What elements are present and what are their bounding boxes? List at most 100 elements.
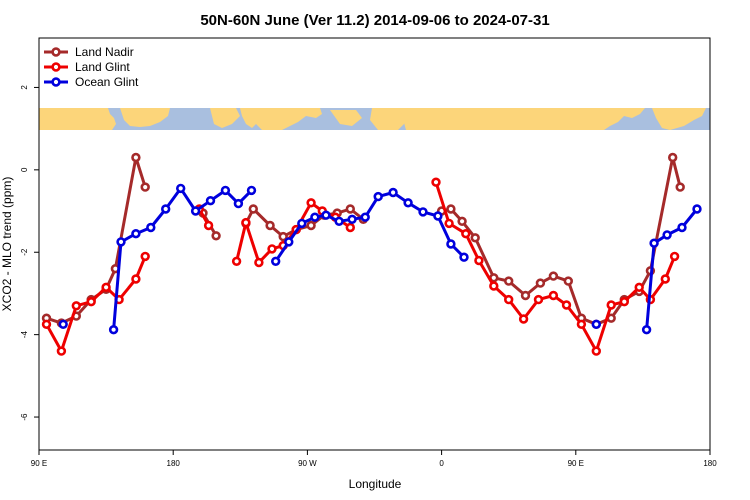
data-point bbox=[265, 220, 275, 231]
series-land-glint bbox=[41, 177, 680, 356]
map-land-eurasia-east bbox=[400, 108, 645, 130]
data-point bbox=[267, 244, 277, 254]
legend-item: Land Glint bbox=[44, 60, 130, 74]
data-point bbox=[634, 282, 644, 292]
series-line bbox=[45, 255, 147, 353]
x-tick-label: 180 bbox=[703, 459, 717, 468]
data-point bbox=[233, 198, 244, 209]
data-point bbox=[176, 183, 186, 194]
y-tick-label: -2 bbox=[20, 248, 29, 256]
data-point bbox=[459, 252, 469, 262]
series-line bbox=[112, 186, 253, 330]
series-layer bbox=[41, 152, 702, 356]
data-point bbox=[140, 251, 150, 262]
y-axis-label: XCO2 - MLO trend (ppm) bbox=[0, 177, 14, 312]
map-land-north-america-west bbox=[210, 108, 240, 128]
data-point bbox=[662, 230, 672, 240]
y-tick-label: 2 bbox=[20, 85, 29, 90]
map-land-east-asia bbox=[120, 108, 170, 127]
data-point bbox=[220, 185, 231, 196]
x-tick-label: 180 bbox=[167, 459, 181, 468]
data-point bbox=[504, 276, 514, 286]
data-point bbox=[489, 281, 499, 291]
series-line bbox=[434, 181, 676, 353]
data-point bbox=[533, 294, 544, 305]
data-point bbox=[667, 152, 678, 163]
data-point bbox=[284, 237, 294, 247]
data-point bbox=[278, 231, 288, 242]
data-point bbox=[131, 274, 141, 284]
data-point bbox=[692, 204, 702, 214]
data-point bbox=[561, 300, 572, 310]
series-ocean-glint bbox=[58, 183, 702, 335]
data-point bbox=[461, 229, 471, 239]
data-point bbox=[504, 294, 514, 305]
data-point bbox=[535, 278, 546, 288]
data-point bbox=[548, 290, 559, 301]
data-point bbox=[446, 204, 456, 214]
data-point bbox=[619, 297, 629, 307]
legend-label: Land Glint bbox=[75, 60, 130, 74]
map-land-eurasia-west bbox=[39, 108, 116, 130]
data-point bbox=[418, 207, 428, 217]
data-point bbox=[548, 271, 559, 281]
data-point bbox=[591, 319, 601, 329]
x-tick-label: 90 W bbox=[298, 459, 317, 468]
map-land-greenland bbox=[330, 110, 362, 126]
data-point bbox=[58, 319, 68, 329]
data-point bbox=[520, 290, 531, 301]
data-point bbox=[373, 191, 383, 202]
data-point bbox=[347, 214, 357, 225]
data-point bbox=[71, 301, 82, 311]
data-point bbox=[576, 319, 587, 329]
data-point bbox=[321, 210, 331, 220]
data-point bbox=[431, 177, 441, 187]
legend-swatch-marker bbox=[51, 47, 61, 57]
data-point bbox=[86, 297, 96, 307]
data-point bbox=[254, 257, 264, 268]
data-point bbox=[345, 204, 355, 214]
data-point bbox=[131, 229, 141, 239]
data-point bbox=[606, 300, 616, 310]
data-point bbox=[360, 212, 370, 222]
data-point bbox=[246, 185, 257, 196]
y-axis: -6 -4 -2 0 2 XCO2 - MLO trend (ppm) bbox=[0, 38, 40, 450]
data-point bbox=[190, 206, 201, 216]
y-tick-label: -6 bbox=[20, 413, 29, 421]
data-point bbox=[310, 212, 320, 222]
data-point bbox=[131, 152, 141, 163]
data-point bbox=[161, 204, 171, 214]
data-point bbox=[444, 218, 454, 229]
legend-item: Ocean Glint bbox=[44, 75, 139, 89]
map-land-kamchatka bbox=[652, 108, 706, 130]
legend-label: Land Nadir bbox=[75, 45, 134, 59]
data-point bbox=[669, 251, 680, 262]
data-point bbox=[649, 238, 659, 248]
data-point bbox=[116, 237, 126, 247]
legend-label: Ocean Glint bbox=[75, 75, 139, 89]
data-point bbox=[591, 346, 601, 356]
data-point bbox=[306, 198, 316, 208]
data-point bbox=[403, 198, 413, 208]
data-point bbox=[677, 222, 687, 233]
data-point bbox=[205, 196, 216, 206]
world-map-band bbox=[39, 108, 710, 130]
data-point bbox=[211, 231, 221, 241]
data-point bbox=[518, 314, 529, 324]
data-point bbox=[563, 276, 573, 286]
data-point bbox=[241, 217, 251, 228]
y-tick-label: 0 bbox=[20, 167, 29, 172]
x-axis: 90 E 180 90 W 0 90 E 180 Longitude bbox=[31, 449, 717, 491]
data-point bbox=[388, 187, 398, 198]
data-point bbox=[146, 222, 156, 233]
x-tick-label: 0 bbox=[439, 459, 444, 468]
data-point bbox=[474, 255, 484, 266]
legend-swatch-marker bbox=[51, 77, 61, 87]
chart-title: 50N-60N June (Ver 11.2) 2014-09-06 to 20… bbox=[200, 12, 549, 29]
x-axis-label: Longitude bbox=[349, 477, 402, 491]
data-point bbox=[446, 239, 456, 249]
data-point bbox=[248, 204, 259, 214]
data-point bbox=[297, 218, 307, 229]
